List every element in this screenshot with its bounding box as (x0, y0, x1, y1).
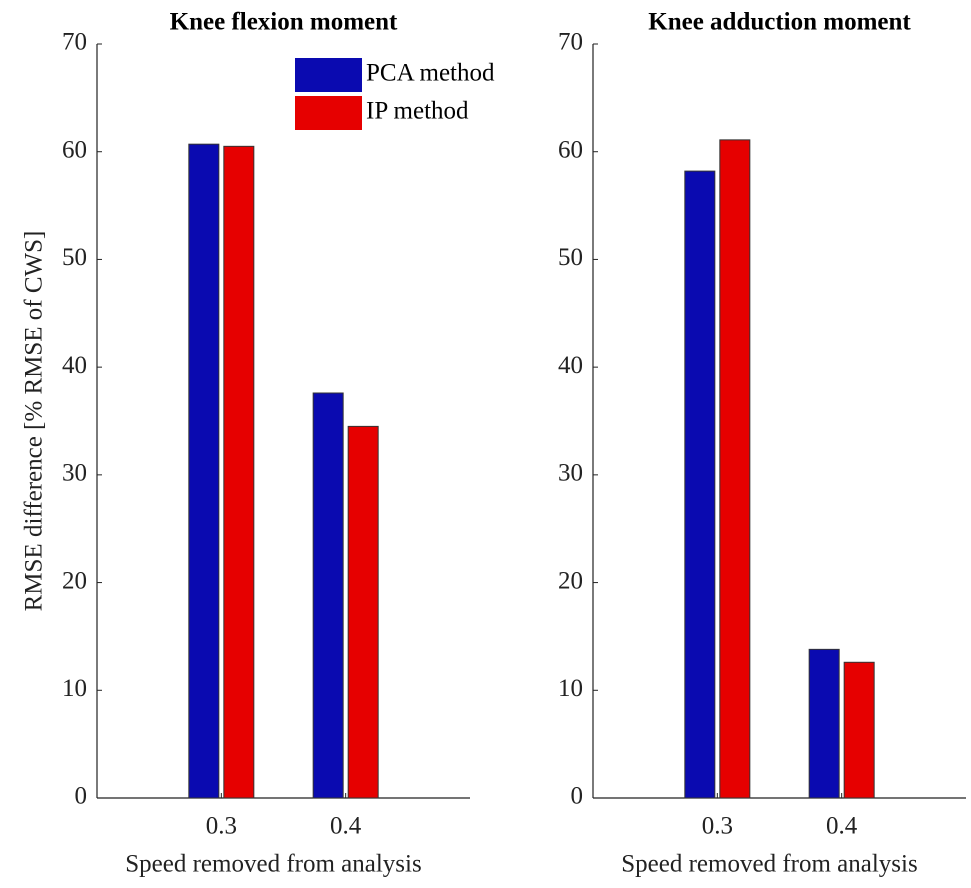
x-tick-label: 0.3 (702, 813, 733, 840)
x-tick-label: 0.4 (330, 813, 362, 840)
bar (719, 139, 751, 799)
y-tick-label: 70 (558, 29, 583, 56)
y-tick-label: 60 (558, 136, 583, 163)
x-tick-label: 0.4 (826, 813, 858, 840)
y-tick-label: 50 (62, 244, 87, 271)
x-axis-label: Speed removed from analysis (125, 851, 421, 878)
bar (188, 143, 220, 799)
y-tick-label: 50 (558, 244, 583, 271)
y-axis-label: RMSE difference [% RMSE of CWS] (21, 231, 48, 612)
y-tick-label: 20 (558, 567, 583, 594)
x-axis-label: Speed removed from analysis (621, 851, 917, 878)
y-tick-label: 10 (62, 675, 87, 702)
legend-label: IP method (366, 98, 469, 125)
bar (684, 170, 716, 799)
bar (312, 392, 344, 799)
bar (808, 648, 840, 799)
y-tick-label: 30 (558, 460, 583, 487)
legend-label: PCA method (366, 60, 495, 87)
chart-title: Knee adduction moment (648, 9, 911, 36)
legend-swatch (295, 58, 362, 92)
bar (347, 425, 379, 799)
bar (843, 661, 875, 799)
bar (223, 145, 255, 799)
y-tick-label: 0 (75, 783, 88, 810)
legend-swatch (295, 96, 362, 130)
y-tick-label: 40 (62, 352, 87, 379)
y-tick-label: 60 (62, 136, 87, 163)
y-tick-label: 0 (571, 783, 584, 810)
chart-title: Knee flexion moment (170, 9, 398, 36)
y-tick-label: 40 (558, 352, 583, 379)
x-tick-label: 0.3 (206, 813, 237, 840)
y-tick-label: 20 (62, 567, 87, 594)
y-tick-label: 70 (62, 29, 87, 56)
y-tick-label: 30 (62, 460, 87, 487)
y-tick-label: 10 (558, 675, 583, 702)
